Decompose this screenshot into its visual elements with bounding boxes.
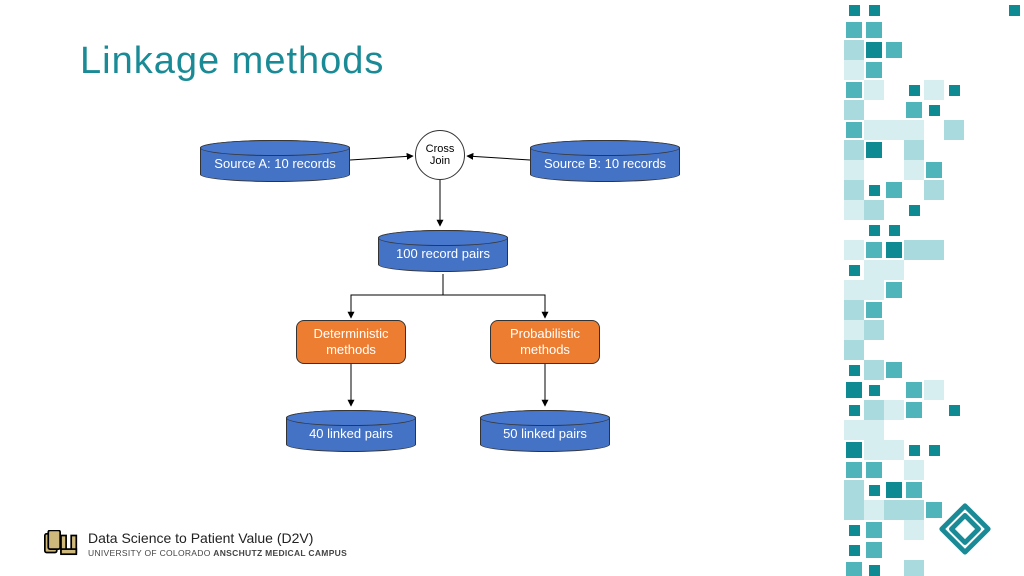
decorative-squares: [844, 0, 1024, 576]
node-pairs: 100 record pairs: [378, 230, 508, 272]
node-det: Deterministic methods: [296, 320, 406, 364]
node-prob: Probabilistic methods: [490, 320, 600, 364]
node-out2: 50 linked pairs: [480, 410, 610, 452]
edge-pairs-det: [351, 274, 443, 318]
edge-sourceB-crossJoin: [467, 156, 530, 160]
flowchart: Source A: 10 recordsCross JoinSource B: …: [200, 140, 760, 480]
footer: Data Science to Patient Value (D2V) UNIV…: [44, 530, 347, 558]
node-sourceA: Source A: 10 records: [200, 140, 350, 182]
node-out1: 40 linked pairs: [286, 410, 416, 452]
edge-pairs-prob: [443, 274, 545, 318]
footer-org-name: Data Science to Patient Value (D2V): [88, 530, 347, 546]
edge-sourceA-crossJoin: [350, 156, 413, 160]
node-crossJoin: Cross Join: [415, 130, 465, 180]
d2v-logo-icon: [936, 500, 994, 558]
page-title: Linkage methods: [80, 40, 384, 83]
footer-text: Data Science to Patient Value (D2V) UNIV…: [88, 530, 347, 558]
footer-university: UNIVERSITY OF COLORADO ANSCHUTZ MEDICAL …: [88, 548, 347, 558]
cu-logo-icon: [44, 530, 78, 558]
node-sourceB: Source B: 10 records: [530, 140, 680, 182]
